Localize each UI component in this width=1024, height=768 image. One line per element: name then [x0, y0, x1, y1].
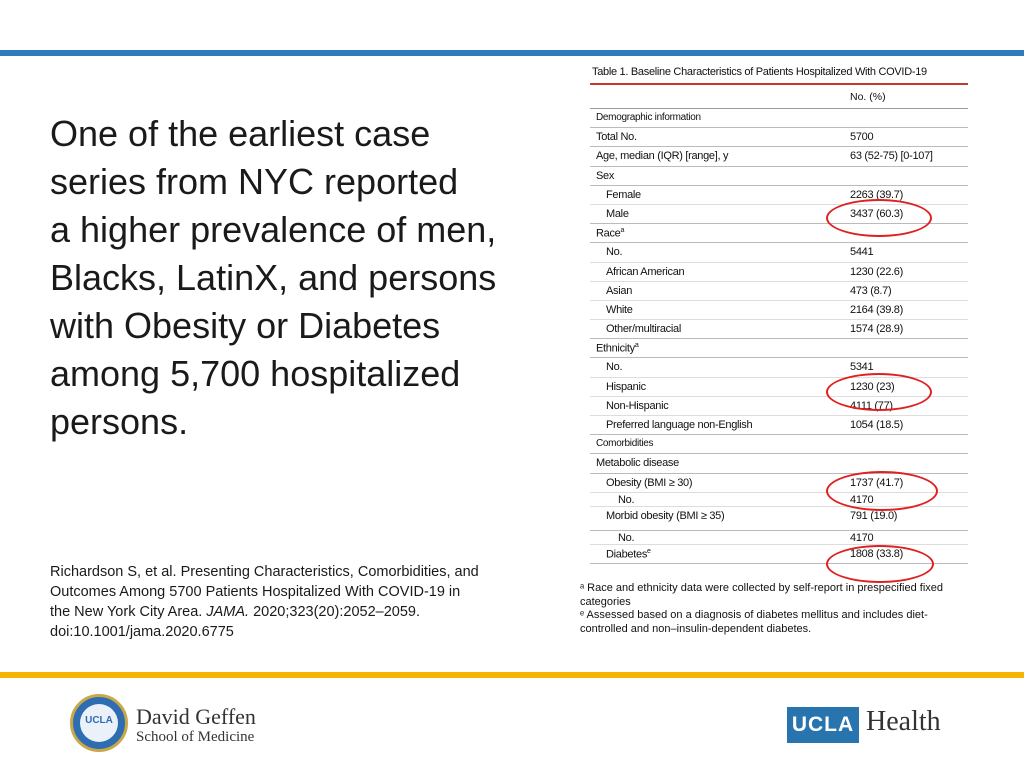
row-value: 5441	[850, 246, 874, 259]
headline-line-4: Blacks, LatinX, and persons	[50, 257, 497, 298]
citation-line-2: Outcomes Among 5700 Patients Hospitalize…	[50, 584, 461, 600]
row-label: No.	[618, 531, 635, 544]
table-row: Demographic information	[590, 109, 968, 129]
table-title: Table 1. Baseline Characteristics of Pat…	[590, 66, 968, 85]
row-value: 1574 (28.9)	[850, 323, 903, 336]
table-row: No. 5341	[590, 358, 968, 378]
table-row: Total No. 5700	[590, 128, 968, 148]
seal-text: UCLA	[85, 715, 113, 726]
headline: One of the earliest case series from NYC…	[50, 110, 570, 446]
row-value: 473 (8.7)	[850, 284, 892, 297]
table-row: Asian 473 (8.7)	[590, 282, 968, 301]
headline-line-7: persons.	[50, 401, 189, 442]
headline-line-6: among 5,700 hospitalized	[50, 353, 461, 394]
headline-line-5: with Obesity or Diabetes	[50, 305, 441, 346]
row-label: Male	[606, 207, 629, 220]
row-value: 2263 (39.7)	[850, 188, 903, 201]
table-row: Preferred language non-English 1054 (18.5…	[590, 416, 968, 436]
citation-title-end: the New York City Area.	[50, 604, 203, 620]
row-label: Female	[606, 188, 641, 201]
table-row: African American 1230 (22.6)	[590, 263, 968, 282]
row-value: 4170	[850, 531, 874, 544]
footnote-a-line-1: ᵃ Race and ethnicity data were collected…	[580, 582, 944, 594]
row-value: 5341	[850, 361, 874, 374]
headline-line-1: One of the earliest case	[50, 113, 431, 154]
row-label: Ethnicitya	[596, 342, 639, 355]
diabetes-label-text: Diabetes	[606, 548, 648, 561]
table-row: Ethnicitya	[590, 339, 968, 359]
top-accent-bar	[0, 50, 1024, 56]
ethnicity-label-text: Ethnicity	[596, 342, 635, 355]
row-value: 5700	[850, 131, 874, 144]
row-label: Total No.	[596, 131, 637, 144]
citation-volume: 2020;323(20):2052–2059.	[253, 604, 420, 620]
row-label: Morbid obesity (BMI ≥ 35)	[606, 509, 725, 522]
row-label: Non-Hispanic	[606, 399, 669, 412]
footnote-e-line-2: controlled and non–insulin-dependent dia…	[580, 622, 812, 635]
footnote-a-line-2: categories	[580, 595, 631, 608]
baseline-table: Table 1. Baseline Characteristics of Pat…	[590, 66, 968, 564]
dgsom-name: David Geffen	[136, 704, 256, 729]
row-label: Asian	[606, 284, 633, 297]
ucla-health-text: Health	[866, 706, 941, 737]
row-label: No.	[618, 493, 635, 506]
row-label: Comorbidities	[596, 438, 654, 450]
table-row: Metabolic disease	[590, 454, 968, 474]
row-label: Metabolic disease	[596, 457, 679, 470]
highlight-circle-hispanic	[826, 373, 932, 411]
ucla-seal-logo: UCLA	[70, 694, 128, 752]
row-value: 791 (19.0)	[850, 509, 898, 522]
row-label: Preferred language non-English	[606, 419, 753, 431]
row-label: Age, median (IQR) [range], y	[596, 150, 729, 163]
row-label: Other/multiracial	[606, 323, 681, 336]
citation-journal: JAMA.	[206, 604, 250, 620]
table-row: White 2164 (39.8)	[590, 301, 968, 321]
table-row: Morbid obesity (BMI ≥ 35) 791 (19.0)	[590, 507, 968, 531]
footnote-marker-a: a	[620, 227, 625, 235]
bottom-accent-bar	[0, 672, 1024, 678]
ucla-logo-box: UCLA	[787, 707, 859, 743]
table-row: No. 4170	[590, 531, 968, 545]
row-label: Obesity (BMI ≥ 30)	[606, 476, 693, 489]
table-row: Racea	[590, 224, 968, 244]
ucla-logo-text: UCLA	[791, 713, 855, 736]
citation-doi: doi:10.1001/jama.2020.6775	[50, 624, 234, 640]
row-value: 1230 (22.6)	[850, 265, 903, 278]
headline-line-3: a higher prevalence of men,	[50, 209, 497, 250]
footnote-e-line-1: ᵉ Assessed based on a diagnosis of diabe…	[580, 609, 928, 621]
row-label: White	[606, 303, 633, 316]
row-label: African American	[606, 265, 685, 278]
highlight-circle-diabetes	[826, 545, 934, 583]
table-column-header: No. (%)	[590, 85, 968, 109]
row-label: No.	[606, 246, 623, 259]
row-label: No.	[606, 361, 623, 374]
headline-line-2: series from NYC reported	[50, 161, 459, 202]
seal-inner	[80, 704, 118, 742]
table-row: Other/multiracial 1574 (28.9)	[590, 320, 968, 340]
citation-line-3: the New York City Area. JAMA. 2020;323(2…	[50, 602, 570, 622]
dgsom-school: School of Medicine	[136, 729, 255, 745]
table-row: Female 2263 (39.7)	[590, 186, 968, 205]
highlight-circle-obesity	[826, 471, 938, 511]
citation-line-1: Richardson S, et al. Presenting Characte…	[50, 564, 479, 580]
footnote-marker-a: a	[634, 342, 639, 350]
highlight-circle-male	[826, 199, 932, 237]
table-row: No. 5441	[590, 243, 968, 263]
citation: Richardson S, et al. Presenting Characte…	[50, 562, 570, 642]
footnote-marker-e: e	[647, 547, 651, 555]
table-row: Sex	[590, 167, 968, 186]
row-label: Diabetese	[606, 548, 651, 561]
row-value: 63 (52-75) [0-107]	[850, 150, 933, 163]
column-header-no-pct: No. (%)	[850, 91, 886, 103]
row-label: Hispanic	[606, 380, 646, 393]
table-footnotes: ᵃ Race and ethnicity data were collected…	[580, 582, 960, 636]
row-label: Racea	[596, 227, 624, 240]
table-row: Comorbidities	[590, 435, 968, 455]
race-label-text: Race	[596, 227, 621, 240]
row-value: 1054 (18.5)	[850, 419, 903, 431]
row-value: 2164 (39.8)	[850, 303, 903, 316]
row-label: Demographic information	[596, 112, 701, 123]
row-label: Sex	[596, 169, 615, 182]
table-row: Age, median (IQR) [range], y 63 (52-75) […	[590, 147, 968, 167]
